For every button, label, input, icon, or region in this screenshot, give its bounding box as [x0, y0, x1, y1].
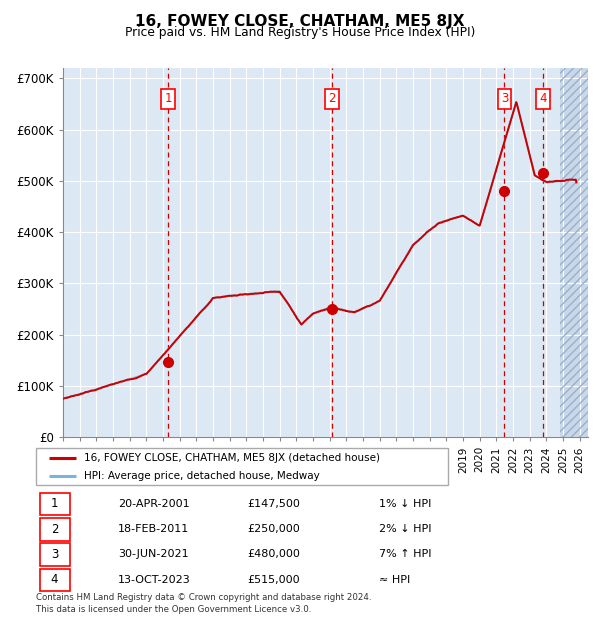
FancyBboxPatch shape: [40, 518, 70, 541]
FancyBboxPatch shape: [40, 493, 70, 515]
Text: 2% ↓ HPI: 2% ↓ HPI: [379, 524, 432, 534]
Bar: [560, 68, 588, 437]
Text: £250,000: £250,000: [247, 524, 300, 534]
Text: ≈ HPI: ≈ HPI: [379, 575, 410, 585]
FancyBboxPatch shape: [40, 569, 70, 591]
Text: 2: 2: [328, 92, 335, 105]
Text: 1% ↓ HPI: 1% ↓ HPI: [379, 499, 431, 509]
Text: 3: 3: [501, 92, 508, 105]
Text: 20-APR-2001: 20-APR-2001: [118, 499, 190, 509]
Text: HPI: Average price, detached house, Medway: HPI: Average price, detached house, Medw…: [83, 471, 319, 481]
Text: 16, FOWEY CLOSE, CHATHAM, ME5 8JX: 16, FOWEY CLOSE, CHATHAM, ME5 8JX: [135, 14, 465, 29]
Text: 4: 4: [51, 573, 58, 586]
Text: 30-JUN-2021: 30-JUN-2021: [118, 549, 188, 559]
Text: 7% ↑ HPI: 7% ↑ HPI: [379, 549, 432, 559]
Text: £147,500: £147,500: [247, 499, 300, 509]
Text: Contains HM Land Registry data © Crown copyright and database right 2024.
This d: Contains HM Land Registry data © Crown c…: [36, 593, 371, 614]
Text: 1: 1: [164, 92, 172, 105]
FancyBboxPatch shape: [36, 448, 448, 485]
Text: 16, FOWEY CLOSE, CHATHAM, ME5 8JX (detached house): 16, FOWEY CLOSE, CHATHAM, ME5 8JX (detac…: [83, 453, 380, 463]
Text: £515,000: £515,000: [247, 575, 300, 585]
Text: 2: 2: [51, 523, 58, 536]
Bar: [560, 68, 588, 437]
Text: 1: 1: [51, 497, 58, 510]
Text: 4: 4: [539, 92, 547, 105]
Text: 3: 3: [51, 548, 58, 561]
FancyBboxPatch shape: [40, 543, 70, 566]
Text: 18-FEB-2011: 18-FEB-2011: [118, 524, 189, 534]
Text: Price paid vs. HM Land Registry's House Price Index (HPI): Price paid vs. HM Land Registry's House …: [125, 26, 475, 38]
Text: £480,000: £480,000: [247, 549, 300, 559]
Text: 13-OCT-2023: 13-OCT-2023: [118, 575, 191, 585]
